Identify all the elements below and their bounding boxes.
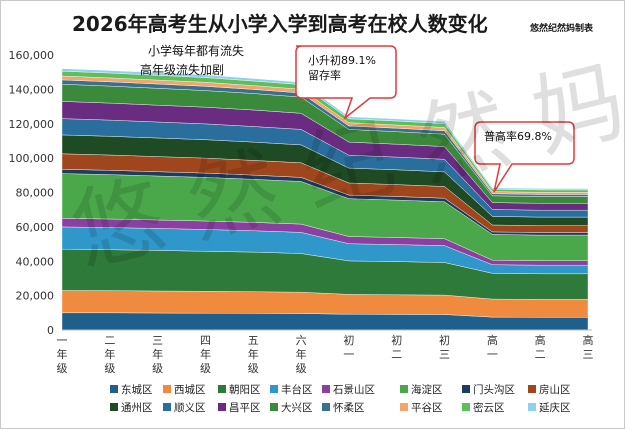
- legend-swatch: [110, 385, 118, 393]
- legend-swatch: [528, 403, 536, 411]
- legend-label: 通州区: [121, 402, 153, 414]
- x-tick-label: 高一: [487, 333, 498, 361]
- legend-label: 延庆区: [539, 401, 571, 414]
- y-tick-label: 80,000: [16, 187, 55, 200]
- x-tick-label: 五年级: [248, 334, 259, 375]
- y-tick-label: 100,000: [9, 152, 55, 165]
- y-tick-label: 60,000: [16, 221, 55, 234]
- callout-1-bubble: [295, 45, 397, 121]
- y-tick-label: 140,000: [9, 83, 55, 96]
- note-line-2: 高年级流失加剧: [140, 62, 224, 77]
- legend-swatch: [462, 403, 470, 411]
- legend-swatch: [270, 385, 278, 393]
- legend-label: 门头沟区: [473, 383, 515, 396]
- legend-swatch: [400, 385, 408, 393]
- legend-swatch: [110, 403, 118, 411]
- legend-label: 昌平区: [229, 402, 261, 414]
- x-tick-label: 二年级: [104, 334, 115, 375]
- y-tick-label: 20,000: [16, 290, 55, 303]
- legend-label: 顺义区: [174, 402, 206, 414]
- legend-label: 朝阳区: [229, 384, 261, 396]
- legend-swatch: [163, 403, 171, 411]
- legend-swatch: [322, 403, 330, 411]
- callout-2-text: 普高率69.8%: [484, 129, 552, 143]
- legend-swatch: [270, 403, 278, 411]
- y-tick-label: 120,000: [9, 118, 55, 131]
- legend-swatch: [528, 385, 536, 393]
- legend-label: 密云区: [473, 401, 505, 414]
- callout-1: 小升初89.1% 留存率: [295, 45, 397, 121]
- legend-label: 东城区: [121, 383, 153, 396]
- legend-label: 平谷区: [411, 402, 443, 414]
- legend-label: 西城区: [174, 384, 206, 396]
- legend-swatch: [163, 385, 171, 393]
- x-tick-label: 初二: [391, 333, 402, 361]
- chart-title: 2026年高考生从小学入学到高考在校人数变化: [72, 12, 488, 36]
- y-tick-label: 0: [47, 324, 54, 337]
- x-tick-label: 初一: [343, 333, 354, 361]
- axes: 0 20,000 40,000 60,000 80,000 100,000 120,000 1…: [9, 49, 594, 375]
- note-line-1: 小学每年都有流失: [148, 43, 244, 58]
- callout-1-line-2: 留存率: [308, 68, 341, 82]
- legend-swatch: [322, 385, 330, 393]
- x-tick-label: 六年级: [296, 334, 307, 375]
- chart-subtitle: 悠然纪然妈制表: [529, 22, 594, 34]
- legend-label: 石景山区: [333, 384, 375, 396]
- legend-label: 海淀区: [411, 383, 443, 396]
- callout-2-bubble: [474, 121, 575, 193]
- y-tick-label: 160,000: [9, 49, 55, 62]
- legend-label: 丰台区: [281, 383, 313, 396]
- stacked-areas: [61, 68, 589, 331]
- legend-swatch: [462, 385, 470, 393]
- x-tick-label: 高三: [583, 333, 594, 361]
- x-tick-label: 四年级: [200, 334, 211, 375]
- x-tick-label: 初三: [439, 333, 450, 361]
- legend-label: 大兴区: [281, 401, 313, 414]
- x-tick-label: 高二: [535, 333, 546, 361]
- legend-swatch: [400, 403, 408, 411]
- y-tick-label: 40,000: [16, 255, 55, 268]
- legend-swatch: [218, 385, 226, 393]
- callout-2: 普高率69.8%: [474, 121, 575, 193]
- x-tick-label: 三年级: [152, 334, 163, 375]
- area-series-15: [61, 68, 589, 191]
- legend-label: 房山区: [539, 383, 571, 396]
- callout-1-line-1: 小升初89.1%: [308, 53, 376, 67]
- x-tick-label: 一年级: [57, 334, 68, 375]
- legend-label: 怀柔区: [333, 402, 365, 414]
- legend-swatch: [218, 403, 226, 411]
